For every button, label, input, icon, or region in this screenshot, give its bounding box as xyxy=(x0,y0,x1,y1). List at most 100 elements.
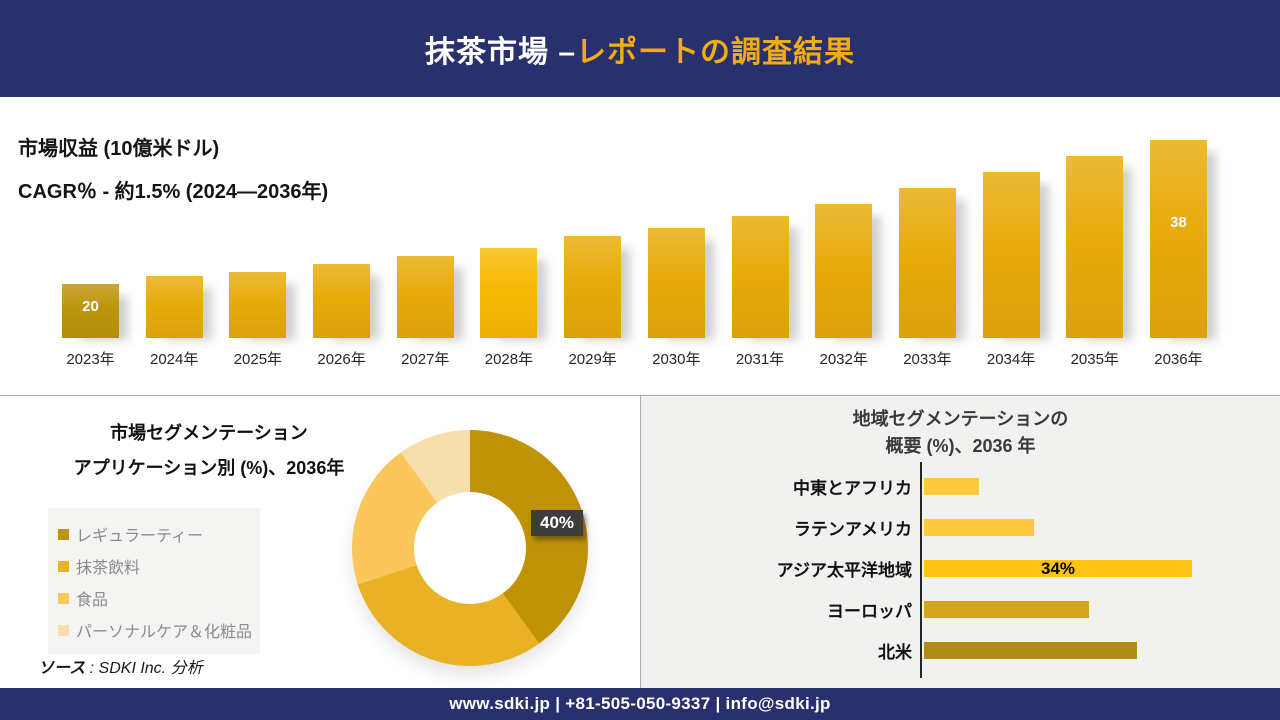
revenue-bar-year-label: 2032年 xyxy=(819,351,868,368)
revenue-bar-column: 2025年 xyxy=(229,272,287,368)
revenue-bar-year-label: 2025年 xyxy=(233,351,283,368)
region-bar xyxy=(924,478,979,495)
region-title-line1: 地域セグメンテーションの xyxy=(852,409,1069,429)
legend-item-label: 食品 xyxy=(76,592,109,609)
revenue-bar: 20 xyxy=(62,284,119,338)
revenue-bar xyxy=(1066,156,1124,338)
page-title: 抹茶市場 –レポートの調査結果 xyxy=(425,27,855,71)
application-segmentation-panel: 市場セグメンテーション アプリケーション別 (%)、2036年 レギュラーティー… xyxy=(0,396,640,688)
revenue-bar-year-label: 2036年 xyxy=(1154,351,1203,368)
source-note-prefix: ソース xyxy=(38,660,86,677)
legend-item: 食品 xyxy=(58,582,260,614)
revenue-bar-column: 2031年 xyxy=(731,216,789,368)
donut-hole xyxy=(414,492,526,604)
revenue-bar xyxy=(815,204,873,338)
revenue-bar-column: 2024年 xyxy=(145,276,203,368)
donut-title-line1: 市場セグメンテーション xyxy=(110,423,308,443)
region-bar-value: 34% xyxy=(1040,558,1076,578)
footer-banner: www.sdki.jp | +81-505-050-9337 | info@sd… xyxy=(0,688,1280,720)
donut-chart-title: 市場セグメンテーション アプリケーション別 (%)、2036年 xyxy=(15,416,403,486)
revenue-bar xyxy=(396,256,454,338)
region-row-label: ヨーロッパ xyxy=(827,602,912,621)
legend-swatch xyxy=(58,592,69,604)
region-row: アジア太平洋地域 34% xyxy=(641,548,1280,589)
section-divider-horizontal xyxy=(0,395,1280,396)
source-note: ソース : SDKI Inc. 分析 xyxy=(38,654,203,678)
header-banner: 抹茶市場 –レポートの調査結果 xyxy=(0,0,1280,97)
revenue-bar-column: 2032年 xyxy=(815,204,873,368)
footer-contact: www.sdki.jp | +81-505-050-9337 | info@sd… xyxy=(449,694,831,713)
revenue-bar-column: 2026年 xyxy=(313,264,371,368)
revenue-bar-year-label: 2035年 xyxy=(1070,351,1119,368)
revenue-bar xyxy=(313,264,371,338)
section-divider-vertical xyxy=(640,396,641,688)
revenue-bar-chart: 20 2023年 2024年 2025年 2026年 2027年 2028年 2029年 203… xyxy=(62,140,1207,368)
page-title-main: 抹茶市場 – xyxy=(424,35,577,69)
revenue-bar-year-label: 2033年 xyxy=(903,351,952,368)
revenue-bar-year-label: 2029年 xyxy=(568,351,617,368)
donut-legend: レギュラーティー 抹茶飲料食品パーソナルケア＆化粧品 xyxy=(48,508,260,654)
revenue-bar-column: 2034年 xyxy=(982,172,1040,368)
revenue-bar xyxy=(564,236,622,338)
revenue-bar-year-label: 2034年 xyxy=(986,351,1036,368)
legend-item-label: パーソナルケア＆化粧品 xyxy=(76,624,253,641)
revenue-bar xyxy=(731,216,789,338)
region-bar-chart: 中東とアフリカ ラテンアメリカアジア太平洋地域 34% ヨーロッパ北米 xyxy=(641,466,1280,671)
revenue-bar-year-label: 2028年 xyxy=(484,351,534,368)
revenue-bar xyxy=(229,272,287,338)
region-row: 中東とアフリカ xyxy=(641,466,1280,507)
legend-item-label: 抹茶飲料 xyxy=(76,560,141,577)
revenue-bar-column: 2027年 xyxy=(396,256,454,368)
donut-title-line2: アプリケーション別 (%)、2036年 xyxy=(73,458,345,478)
region-chart-title: 地域セグメンテーションの 概要 (%)、2036 年 xyxy=(641,406,1280,460)
region-row: 北米 xyxy=(641,630,1280,671)
revenue-bar xyxy=(982,172,1040,338)
revenue-bar-value: 38 xyxy=(1170,214,1187,231)
region-row: ラテンアメリカ xyxy=(641,507,1280,548)
region-bar: 34% xyxy=(924,558,1192,578)
legend-item: 抹茶飲料 xyxy=(58,550,260,582)
revenue-bar-value: 20 xyxy=(82,298,99,315)
legend-swatch xyxy=(58,560,69,572)
source-note-text: : SDKI Inc. 分析 xyxy=(85,660,203,677)
regional-segmentation-panel: 地域セグメンテーションの 概要 (%)、2036 年 中東とアフリカ ラテンアメリ… xyxy=(641,396,1280,688)
revenue-bar xyxy=(145,276,203,338)
revenue-bar-year-label: 2027年 xyxy=(401,351,450,368)
donut-data-label: 40% xyxy=(531,510,584,536)
revenue-bar-column: 2033年 xyxy=(898,188,956,368)
legend-item: レギュラーティー xyxy=(58,518,260,550)
legend-item-label: レギュラーティー xyxy=(76,528,204,545)
donut-chart xyxy=(352,430,588,666)
page-title-accent: レポートの調査結果 xyxy=(576,35,856,69)
legend-swatch xyxy=(58,528,69,540)
legend-item: パーソナルケア＆化粧品 xyxy=(58,614,260,646)
revenue-bar xyxy=(647,228,705,338)
revenue-bar-year-label: 2031年 xyxy=(735,351,785,368)
revenue-bar: 38 xyxy=(1149,140,1207,338)
revenue-bar-column: 2035年 xyxy=(1066,156,1124,368)
region-row: ヨーロッパ xyxy=(641,589,1280,630)
revenue-bar-year-label: 2030年 xyxy=(652,351,701,368)
region-row-label: 中東とアフリカ xyxy=(793,479,912,498)
revenue-bar-column: 2029年 xyxy=(564,236,622,368)
revenue-cagr-label: CAGR％ - 約1.5% (2024―2036年) xyxy=(18,181,329,203)
region-bar xyxy=(924,601,1089,618)
region-row-label: ラテンアメリカ xyxy=(793,520,912,539)
revenue-bar xyxy=(480,248,538,338)
revenue-bar-column: 20 2023年 xyxy=(62,284,119,368)
revenue-bar-column: 2028年 xyxy=(480,248,538,368)
region-title-line2: 概要 (%)、2036 年 xyxy=(885,436,1036,456)
region-chart-axis xyxy=(920,462,922,678)
revenue-bar-column: 38 2036年 xyxy=(1149,140,1207,368)
revenue-bar-year-label: 2023年 xyxy=(66,351,115,368)
region-bar xyxy=(924,519,1034,536)
region-row-label: 北米 xyxy=(878,643,912,662)
legend-swatch xyxy=(58,624,69,636)
revenue-bar-year-label: 2026年 xyxy=(317,351,366,368)
region-bar xyxy=(924,642,1137,659)
revenue-bar-year-label: 2024年 xyxy=(150,351,199,368)
revenue-bar xyxy=(898,188,956,338)
revenue-bar-column: 2030年 xyxy=(647,228,705,368)
region-row-label: アジア太平洋地域 xyxy=(776,561,912,580)
